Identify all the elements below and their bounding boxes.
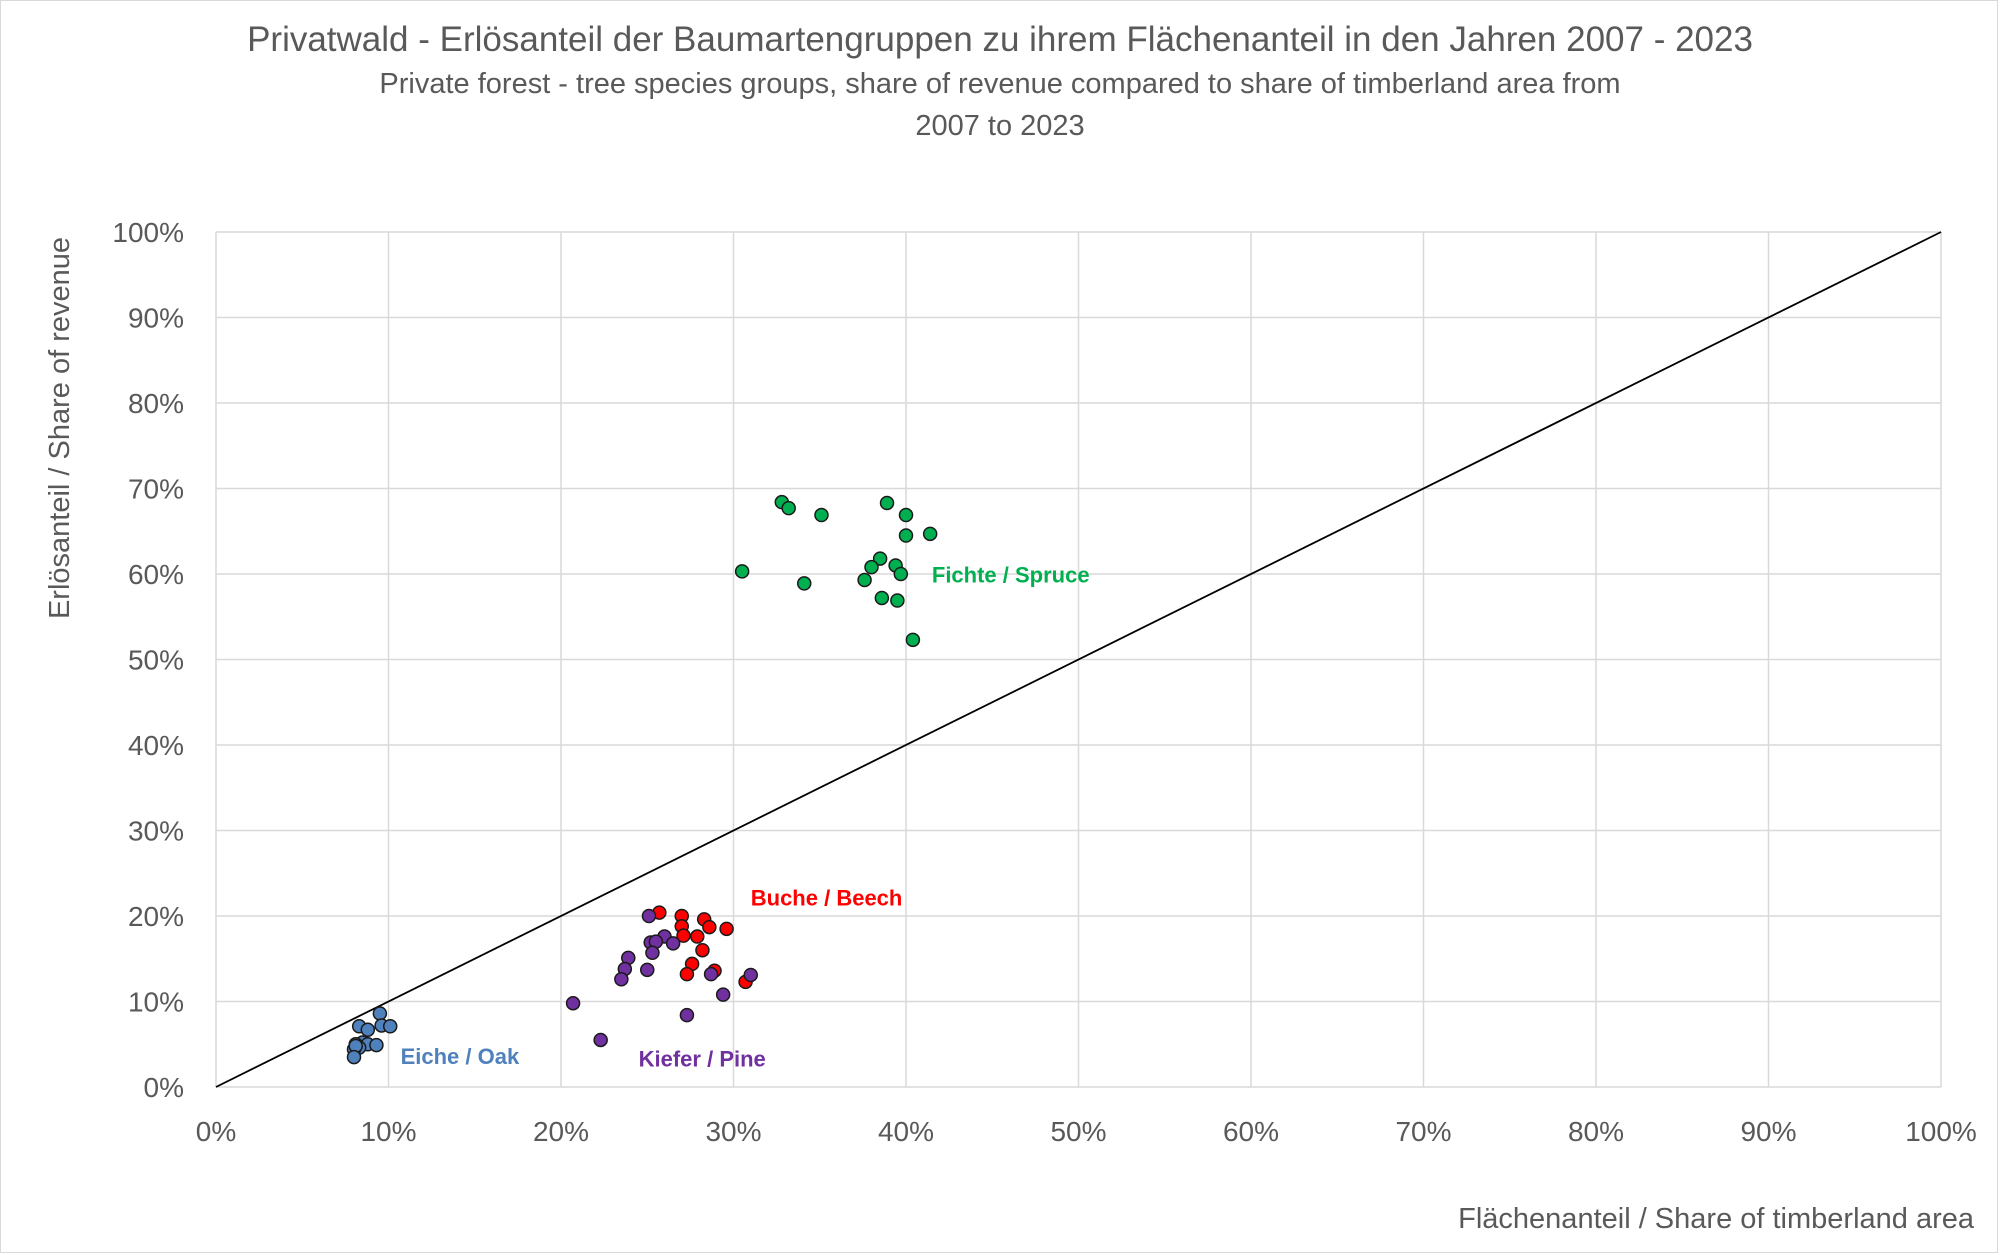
point-beech [695,942,710,958]
label-spruce: Fichte / Spruce [932,563,1090,588]
point-spruce [872,551,888,566]
point-pine [679,1007,695,1023]
point-oak [372,1006,388,1021]
point-pine [715,987,731,1002]
y-tick-label: 60% [128,559,184,590]
data-points [346,494,938,1065]
point-spruce [922,526,938,542]
point-spruce [898,528,914,543]
point-pine [640,962,655,978]
point-spruce [905,632,921,648]
x-tick-label: 30% [705,1116,761,1147]
point-pine [593,1032,608,1048]
point-oak [382,1019,398,1034]
point-spruce [734,564,750,579]
x-tick-label: 60% [1223,1116,1279,1147]
y-tick-label: 50% [128,645,184,676]
y-axis-title: Erlösanteil / Share of revenue [44,237,76,619]
chart-title: Privatwald - Erlösanteil der Baumartengr… [247,20,1753,59]
chart-subtitle-line2: 2007 to 2023 [915,110,1085,142]
point-pine [645,945,660,961]
y-tick-label: 20% [128,901,184,932]
point-pine [641,908,657,924]
x-tick-label: 100% [1905,1116,1977,1147]
y-tick-label: 40% [128,730,184,761]
y-tick-label: 80% [128,388,184,419]
point-spruce [890,593,905,608]
y-tick-label: 90% [128,303,184,334]
point-pine [703,966,719,982]
x-tick-label: 20% [533,1116,589,1147]
label-pine: Kiefer / Pine [639,1046,766,1071]
point-spruce [796,576,812,591]
label-oak: Eiche / Oak [401,1044,520,1069]
point-spruce [898,507,914,523]
point-beech [679,966,695,982]
x-tick-label: 40% [878,1116,934,1147]
x-tick-label: 80% [1568,1116,1624,1147]
point-oak [360,1022,376,1037]
label-beech: Buche / Beech [751,886,903,911]
x-tick-label: 90% [1740,1116,1796,1147]
point-spruce [814,507,829,523]
point-pine [743,967,758,983]
tick-labels: 0% 10% 20% 30% 40% 50% 60% 70% 80% 90% 100% 0% 10% 20… [112,217,1976,1147]
y-tick-label: 70% [128,474,184,505]
point-spruce [893,566,909,582]
point-spruce [874,590,890,606]
gridlines [215,231,1942,1088]
reference-line [215,231,1942,1088]
point-pine [614,972,629,987]
point-spruce [781,500,796,516]
point-beech [690,929,705,944]
point-spruce [864,559,879,575]
point-pine [665,936,681,951]
chart-subtitle-line1: Private forest - tree species groups, sh… [379,68,1621,100]
x-tick-label: 70% [1395,1116,1451,1147]
y-tick-label: 0% [144,1072,184,1103]
point-spruce [879,495,895,511]
y-tick-label: 10% [128,987,184,1018]
point-pine [565,995,581,1011]
x-tick-label: 0% [196,1116,236,1147]
point-oak [346,1049,362,1065]
y-tick-label: 100% [112,217,184,248]
cluster-labels: Fichte / Spruce Buche / Beech Kiefer / Pin… [401,563,1090,1072]
x-tick-label: 10% [360,1116,416,1147]
x-axis-title: Flächenanteil / Share of timberland area [1458,1203,1975,1235]
x-tick-label: 50% [1050,1116,1106,1147]
point-beech [702,919,717,935]
y-tick-label: 30% [128,816,184,847]
point-beech [676,928,691,943]
point-spruce [857,572,872,588]
reference-line-group [215,231,1942,1088]
point-oak [369,1037,384,1053]
point-beech [719,921,734,937]
